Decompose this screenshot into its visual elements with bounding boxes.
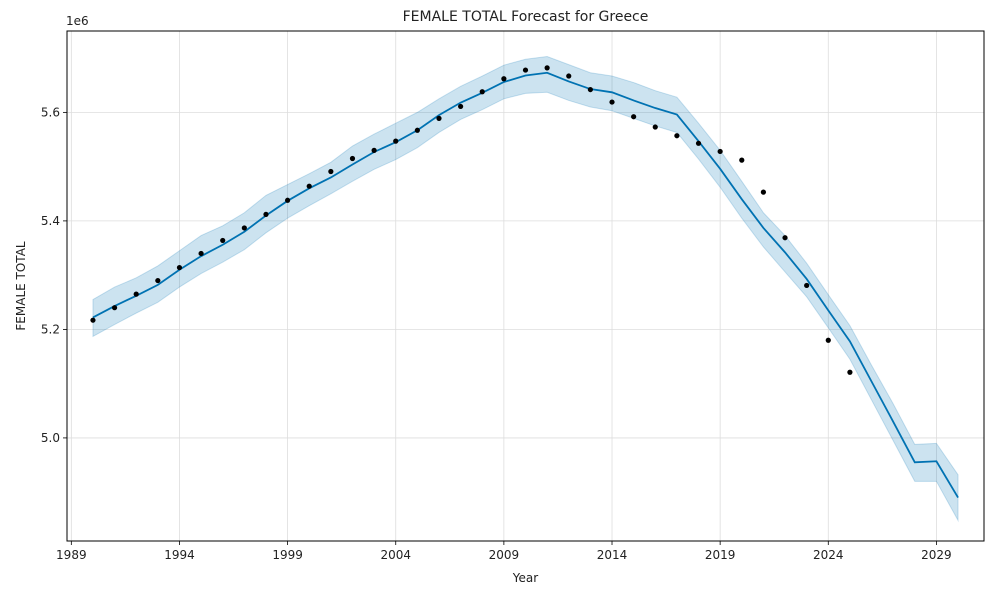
observed-point: [631, 114, 637, 120]
x-tick-label: 2009: [489, 548, 520, 562]
observed-point: [393, 138, 399, 144]
y-axis-label: FEMALE TOTAL: [14, 241, 28, 331]
chart-title: FEMALE TOTAL Forecast for Greece: [403, 9, 649, 25]
x-tick-label: 2019: [705, 548, 736, 562]
observed-point: [90, 317, 96, 323]
observed-point: [760, 189, 767, 195]
observed-point: [371, 147, 377, 153]
observed-point: [349, 155, 356, 162]
observed-point: [414, 127, 420, 133]
observed-point: [241, 225, 247, 231]
x-tick-label: 1989: [56, 548, 87, 562]
x-tick-label: 2004: [380, 548, 411, 562]
observed-point: [458, 103, 464, 110]
x-tick-label: 2014: [597, 548, 628, 562]
x-axis-label: Year: [512, 571, 538, 585]
observed-point: [479, 89, 485, 95]
observed-points: [90, 65, 853, 375]
observed-point: [674, 133, 680, 139]
x-tick-label: 2029: [921, 548, 952, 562]
observed-point: [133, 291, 139, 297]
observed-point: [609, 99, 615, 105]
grid-lines: [67, 31, 984, 541]
observed-point: [825, 337, 831, 343]
observed-point: [652, 124, 658, 130]
observed-point: [436, 115, 442, 121]
observed-point: [804, 282, 810, 289]
observed-point: [306, 183, 312, 189]
y-tick-label: 5.4: [41, 214, 60, 228]
y-tick-label: 5.2: [41, 322, 60, 336]
observed-point: [739, 157, 745, 163]
observed-point: [263, 211, 269, 217]
observed-point: [176, 264, 183, 271]
y-axis-ticks: 5.0 5.2 5.4 5.6: [41, 105, 67, 445]
observed-point: [198, 250, 204, 257]
y-tick-label: 5.0: [41, 431, 60, 445]
uncertainty-band: [92, 55, 959, 523]
y-tick-label: 5.6: [41, 105, 60, 119]
observed-point: [522, 67, 529, 73]
observed-point: [328, 168, 334, 175]
forecast-line: [92, 71, 959, 499]
observed-point: [544, 65, 550, 71]
observed-point: [501, 76, 507, 82]
x-tick-label: 1994: [164, 548, 195, 562]
observed-point: [155, 277, 161, 284]
y-offset-label: 1e6: [66, 14, 89, 28]
observed-point: [566, 73, 572, 79]
observed-point: [220, 237, 226, 244]
observed-point: [847, 369, 853, 375]
observed-point: [782, 235, 788, 241]
observed-point: [587, 86, 593, 93]
x-tick-label: 2024: [813, 548, 844, 562]
plot-frame: [66, 30, 985, 542]
observed-point: [717, 148, 723, 155]
observed-point: [284, 197, 291, 203]
observed-point: [111, 305, 118, 311]
x-axis-ticks: 1989 1994 1999 2004 2009 2014 2019 2024 2029: [56, 541, 952, 562]
observed-point: [695, 140, 702, 146]
x-tick-label: 1999: [272, 548, 303, 562]
